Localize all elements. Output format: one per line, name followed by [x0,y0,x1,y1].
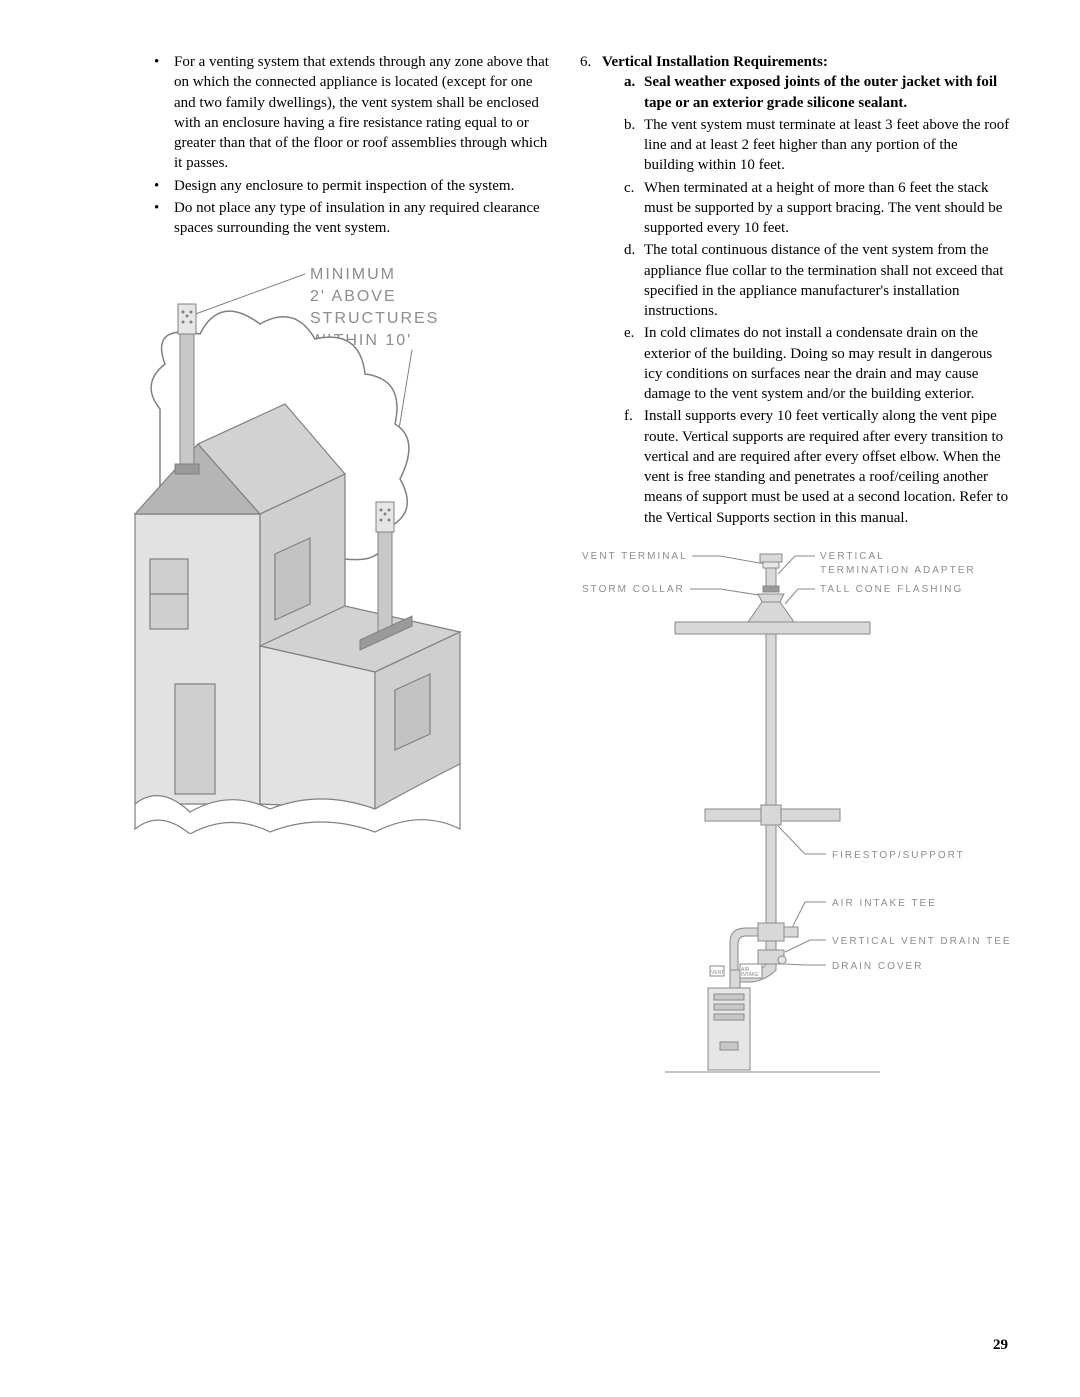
label-vertical-drain: VERTICAL VENT DRAIN TEE [832,936,1010,947]
label-storm-collar: STORM COLLAR [582,584,685,595]
alpha-item: b.The vent system must terminate at leas… [624,115,1010,176]
leader-line [785,940,826,952]
left-bullet-list: For a venting system that extends throug… [120,52,550,238]
bullet-item: Design any enclosure to permit inspectio… [154,176,550,196]
alpha-item: a.Seal weather exposed joints of the out… [624,72,1010,113]
leader-line [785,964,826,965]
left-column: For a venting system that extends throug… [120,52,550,1090]
label-tall-cone: TALL CONE FLASHING [820,584,963,595]
page-number: 29 [993,1335,1008,1355]
leader-line [190,274,305,316]
label-vertical-2: TERMINATION ADAPTER [820,565,976,576]
label-drain-cover: DRAIN COVER [832,961,923,972]
section-title: Vertical Installation Requirements: [602,54,828,70]
label-vent-terminal: VENT TERMINAL [582,551,688,562]
label-firestop: FIRESTOP/SUPPORT [832,850,965,861]
leader-line [778,826,826,854]
leader-line [785,589,815,604]
right-column: 6. Vertical Installation Requirements: a… [580,52,1010,1090]
label-air-intake-tag-2: INTAKE [741,972,759,978]
label-2-above: 2' ABOVE [310,288,397,305]
label-structures: STRUCTURES [310,310,439,327]
label-vertical-1: VERTICAL [820,551,885,562]
section-header: 6. Vertical Installation Requirements: a… [580,52,1010,528]
label-air-intake: AIR INTAKE TEE [832,898,937,909]
leader-line [692,556,765,564]
alpha-list: a.Seal weather exposed joints of the out… [602,72,1010,528]
bullet-item: For a venting system that extends throug… [154,52,550,174]
section-number: 6. [580,52,591,72]
house-figure: MINIMUM 2' ABOVE STRUCTURES WITHIN 10' [120,254,550,840]
alpha-item: c.When terminated at a height of more th… [624,178,1010,239]
alpha-item: e.In cold climates do not install a cond… [624,323,1010,404]
alpha-item: f.Install supports every 10 feet vertica… [624,406,1010,528]
label-minimum: MINIMUM [310,266,396,283]
bullet-item: Do not place any type of insulation in a… [154,198,550,239]
label-vent-tag: VENT [711,970,724,976]
vent-diagram: VENT TERMINAL STORM COLLAR VERTICAL TERM… [580,544,1010,1084]
section-6: 6. Vertical Installation Requirements: a… [580,52,1010,528]
leader-line [690,589,765,596]
vent-figure: VENT TERMINAL STORM COLLAR VERTICAL TERM… [580,544,1010,1090]
page: For a venting system that extends throug… [0,0,1080,1130]
leader-line [778,556,815,574]
house-diagram: MINIMUM 2' ABOVE STRUCTURES WITHIN 10' [120,254,480,834]
vent-assembly [665,554,880,1072]
alpha-item: d.The total continuous distance of the v… [624,240,1010,321]
